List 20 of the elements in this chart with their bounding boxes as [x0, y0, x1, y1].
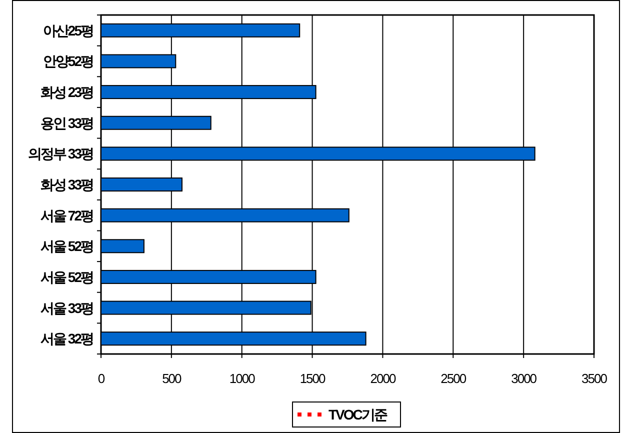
x-tick-label: 1000	[229, 371, 256, 386]
x-tick-label: 500	[162, 371, 182, 386]
x-tick-label: 3000	[511, 371, 537, 386]
y-tick-label: 서울 52평	[40, 238, 94, 254]
y-tick-label: 안양52평	[42, 53, 94, 70]
x-tick-label: 1500	[300, 371, 326, 386]
y-tick-label: 화성 23평	[40, 84, 94, 100]
x-tick-label: 3500	[582, 371, 608, 386]
x-tick-label: 2000	[370, 371, 396, 386]
y-tick-label: 서울 52평	[40, 268, 94, 285]
x-tick-label: 0	[98, 371, 105, 386]
y-tick-label: 서울 33평	[40, 300, 94, 316]
x-tick-label: 2500	[440, 371, 466, 386]
y-tick-label: 화성 33평	[40, 176, 94, 192]
y-tick-label: 의정부 33평	[28, 146, 94, 162]
y-tick-label: 서울 72평	[40, 207, 94, 224]
legend-label: TVOC기준	[328, 406, 388, 422]
y-tick-label: 서울 32평	[40, 330, 94, 347]
y-tick-label: 용인 33평	[40, 114, 94, 131]
y-tick-label: 아산25평	[42, 22, 94, 38]
